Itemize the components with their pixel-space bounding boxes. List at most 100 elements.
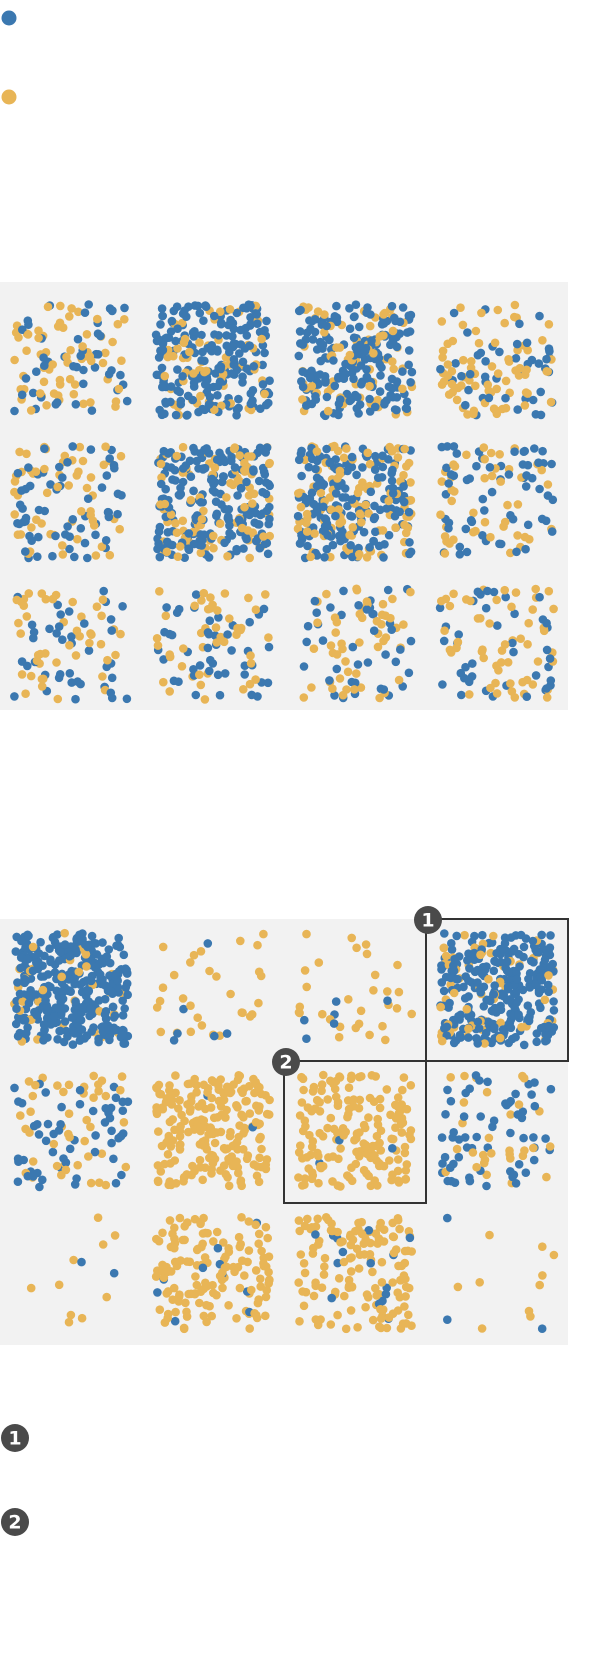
blue-point <box>391 657 401 667</box>
blue-point <box>235 349 244 358</box>
gold-point <box>27 523 36 532</box>
blue-point <box>34 532 43 542</box>
gold-point <box>160 371 170 381</box>
blue-point <box>15 500 25 510</box>
gold-point <box>32 656 42 665</box>
blue-point <box>31 990 41 999</box>
blue-point <box>178 477 188 487</box>
blue-point <box>28 966 38 976</box>
blue-point <box>245 321 255 330</box>
blue-point <box>295 327 305 336</box>
blue-point <box>116 370 125 380</box>
gold-point <box>35 389 45 398</box>
gold-point <box>297 1098 307 1107</box>
blue-point <box>242 364 252 374</box>
blue-point <box>173 365 182 374</box>
blue-point <box>452 449 462 458</box>
gold-point <box>178 1235 188 1245</box>
blue-point <box>380 540 389 549</box>
gold-point <box>372 1291 382 1300</box>
gold-point <box>170 1156 180 1165</box>
gold-point <box>232 1138 242 1147</box>
blue-point <box>117 1030 127 1040</box>
blue-point <box>495 347 504 357</box>
blue-point <box>311 1230 320 1239</box>
blue-point <box>171 336 180 346</box>
blue-point <box>312 551 322 560</box>
gold-point <box>174 1292 184 1302</box>
gold-point <box>193 1013 202 1022</box>
gold-point <box>348 523 358 532</box>
scatter-cell-r2-c4 <box>437 1071 556 1191</box>
gold-point <box>437 380 447 389</box>
gold-point <box>404 1310 413 1320</box>
gold-point <box>370 1151 379 1160</box>
gold-point <box>52 658 61 667</box>
blue-point <box>158 311 167 321</box>
blue-point <box>246 389 256 398</box>
gold-point <box>447 367 457 376</box>
gold-point <box>521 388 531 397</box>
blue-point <box>224 505 234 514</box>
blue-point <box>464 1033 473 1042</box>
gold-point <box>179 1323 189 1333</box>
gold-point <box>466 363 476 373</box>
gold-point <box>101 1180 111 1190</box>
blue-point <box>509 944 519 954</box>
gold-point <box>34 333 43 343</box>
blue-point <box>312 456 322 466</box>
blue-point <box>189 382 199 391</box>
blue-point <box>307 488 317 498</box>
blue-point <box>117 1170 126 1180</box>
gold-point <box>65 641 74 650</box>
blue-point <box>73 334 83 344</box>
gold-point <box>400 1142 410 1152</box>
blue-point <box>32 367 41 377</box>
blue-point <box>212 455 222 465</box>
gold-point <box>98 595 108 604</box>
blue-point <box>259 467 269 477</box>
gold-point <box>300 1268 310 1278</box>
gold-point <box>168 1115 177 1124</box>
gold-point <box>364 1113 373 1122</box>
blue-point <box>107 1138 116 1148</box>
blue-point <box>86 1004 95 1014</box>
gold-point <box>376 1305 385 1314</box>
gold-point <box>161 1097 171 1107</box>
blue-point <box>98 938 107 947</box>
blue-point <box>395 317 405 327</box>
gold-point <box>379 636 388 646</box>
blue-point <box>162 603 171 612</box>
gold-point <box>197 515 207 524</box>
gold-point <box>517 1022 526 1032</box>
blue-point <box>522 692 532 701</box>
gold-point <box>482 1087 492 1097</box>
blue-point <box>178 464 188 473</box>
blue-point <box>521 544 530 554</box>
gold-point <box>199 506 208 516</box>
blue-point <box>160 409 169 419</box>
gold-point <box>239 1084 249 1093</box>
blue-point <box>457 371 466 381</box>
blue-point <box>155 522 165 532</box>
blue-point <box>461 524 471 534</box>
gold-point <box>190 601 199 611</box>
gold-point <box>49 1139 59 1149</box>
gold-point <box>342 444 351 453</box>
blue-point <box>378 462 388 472</box>
gold-point <box>535 1280 544 1290</box>
gold-point <box>152 1107 161 1116</box>
gold-point <box>246 659 256 668</box>
gold-point <box>393 1306 403 1315</box>
blue-point <box>355 340 365 350</box>
gold-point <box>192 1088 201 1097</box>
gold-point <box>314 958 324 967</box>
gold-point <box>191 1272 200 1281</box>
blue-point <box>540 955 550 965</box>
blue-point <box>61 530 70 539</box>
gold-point <box>398 1085 407 1095</box>
blue-point <box>265 376 274 386</box>
gold-point <box>374 1161 384 1171</box>
blue-point <box>166 382 176 391</box>
blue-point <box>310 596 320 606</box>
